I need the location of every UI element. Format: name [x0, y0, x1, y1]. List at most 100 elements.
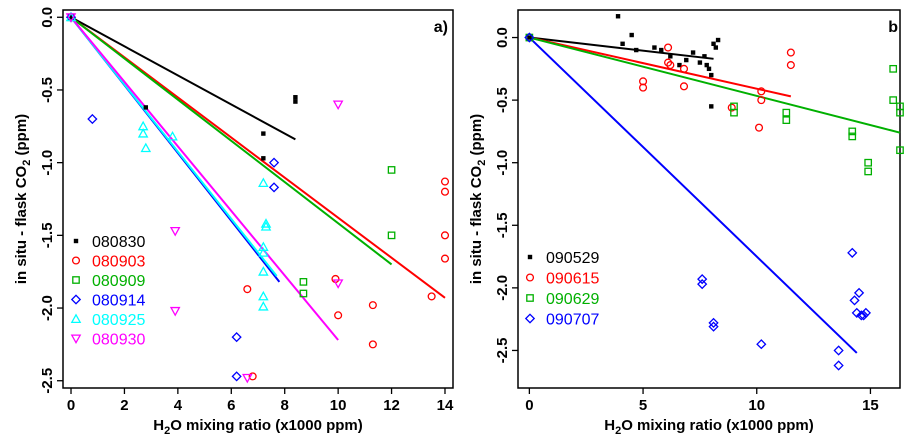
fit-line-080830	[70, 16, 296, 141]
y-tick-label: -1.5	[39, 222, 56, 248]
fit-line-090615	[529, 36, 792, 98]
data-point-080914	[87, 113, 98, 125]
data-point-080903	[440, 254, 450, 263]
panel-a-yticks: 0.0 -0.5 -1.0 -1.5 -2.0 -2.5	[39, 7, 63, 394]
panel-a-x-axis-label: H2O mixing ratio (x1000 ppm)	[153, 417, 363, 437]
data-point-090629	[889, 64, 898, 73]
x-tick-label: 6	[227, 397, 235, 414]
legend-label-090707: 090707	[546, 312, 599, 329]
data-point-090615	[666, 61, 675, 70]
data-point-080930	[242, 373, 253, 384]
data-point-080903	[248, 372, 257, 381]
data-point-090707	[858, 310, 869, 321]
panel-b-y-axis-label: in situ - flask CO2 (ppm)	[468, 114, 488, 284]
panel-a: a) 0 2 4 6 8 10 12 14 0.0 -0.5 -1.0 -1.5 -2.0 -2.5 0…	[13, 7, 454, 437]
data-point-090707	[860, 307, 872, 319]
data-point-080830	[293, 99, 298, 104]
data-point-080930	[169, 306, 181, 317]
data-point-080903	[440, 177, 450, 186]
data-point-090629	[848, 127, 857, 136]
panel-b-frame	[517, 9, 901, 389]
x-tick-label: 5	[639, 397, 647, 414]
y-tick-label: -2.0	[39, 295, 56, 321]
x-tick-label: 0	[67, 397, 75, 414]
legend-marker-080914	[70, 294, 82, 305]
data-point-090529	[702, 54, 707, 59]
data-point-090529	[668, 54, 673, 59]
panel-b-x-axis-label: H2O mixing ratio (x1000 ppm)	[604, 417, 814, 437]
panel-b-legend: 090529 090615 090629 090707	[524, 250, 599, 329]
data-point-090707	[833, 360, 844, 371]
panel-b-points	[524, 14, 904, 371]
fit-line-090529	[529, 36, 714, 60]
data-point-090615	[664, 43, 673, 52]
data-point-090529	[711, 41, 716, 46]
x-tick-label: 2	[120, 397, 128, 414]
data-point-080903	[440, 187, 450, 196]
x-tick-label: 0	[525, 397, 533, 414]
fit-line-080903	[70, 16, 446, 299]
data-point-090707	[833, 345, 844, 356]
panel-a-legend: 080830 080903 080909 080914 080925 080930	[70, 234, 145, 349]
y-tick-label: -1.0	[39, 150, 56, 176]
data-point-090529	[634, 47, 639, 53]
x-tick-label: 4	[174, 397, 183, 414]
data-point-080830	[143, 105, 149, 110]
data-point-090615	[757, 87, 766, 96]
data-point-080925	[258, 266, 269, 276]
legend-label-080909: 080909	[92, 273, 145, 290]
data-point-090529	[652, 45, 657, 50]
data-point-090707	[524, 32, 535, 43]
legend-label-090629: 090629	[546, 291, 599, 308]
legend-marker-080925	[70, 313, 82, 324]
data-point-090629	[889, 96, 898, 104]
legend-marker-080930	[70, 334, 82, 345]
data-point-090529	[684, 57, 689, 63]
y-tick-label: 0.0	[39, 7, 56, 28]
data-point-080930	[332, 100, 344, 111]
data-point-090707	[708, 321, 719, 332]
data-point-090707	[708, 317, 719, 329]
data-point-090529	[527, 35, 532, 40]
data-point-080903	[368, 301, 377, 310]
data-point-080925	[260, 218, 272, 228]
x-tick-label: 14	[437, 397, 454, 414]
data-point-090529	[709, 104, 714, 109]
data-point-090529	[629, 32, 634, 38]
legend-label-090615: 090615	[546, 271, 599, 288]
x-tick-label: 10	[330, 397, 347, 414]
panel-b-xticks: 0 5 10 15	[525, 388, 879, 414]
fit-line-090629	[529, 36, 901, 134]
data-point-090615	[754, 123, 764, 132]
legend-label-080830: 080830	[92, 234, 145, 251]
data-point-090529	[690, 50, 696, 55]
data-point-090707	[697, 278, 708, 290]
data-point-090529	[704, 62, 709, 68]
legend-label-080914: 080914	[92, 293, 145, 310]
data-point-090615	[679, 82, 689, 91]
data-point-080925	[167, 130, 178, 141]
data-point-080930	[169, 226, 181, 237]
data-point-090529	[659, 47, 664, 53]
panel-b-fit-lines	[528, 36, 901, 354]
data-point-080930	[332, 279, 344, 289]
panel-a-xticks: 0 2 4 6 8 10 12 14	[67, 388, 454, 414]
data-point-090615	[664, 58, 673, 67]
data-point-090629	[782, 116, 791, 124]
data-point-090529	[615, 14, 621, 19]
data-point-090629	[864, 167, 873, 176]
data-point-080925	[140, 142, 152, 153]
panel-a-tag: a)	[434, 19, 448, 36]
data-point-080830	[261, 156, 266, 161]
data-point-090615	[727, 103, 736, 112]
data-point-090529	[620, 41, 625, 46]
data-point-080925	[258, 290, 269, 301]
y-tick-label: -2.5	[494, 338, 511, 364]
data-point-090629	[525, 33, 534, 42]
data-point-080925	[258, 177, 269, 188]
x-tick-label: 10	[748, 397, 765, 414]
data-point-080930	[65, 13, 77, 23]
data-point-090707	[756, 339, 767, 350]
legend-label-080903: 080903	[92, 254, 145, 271]
